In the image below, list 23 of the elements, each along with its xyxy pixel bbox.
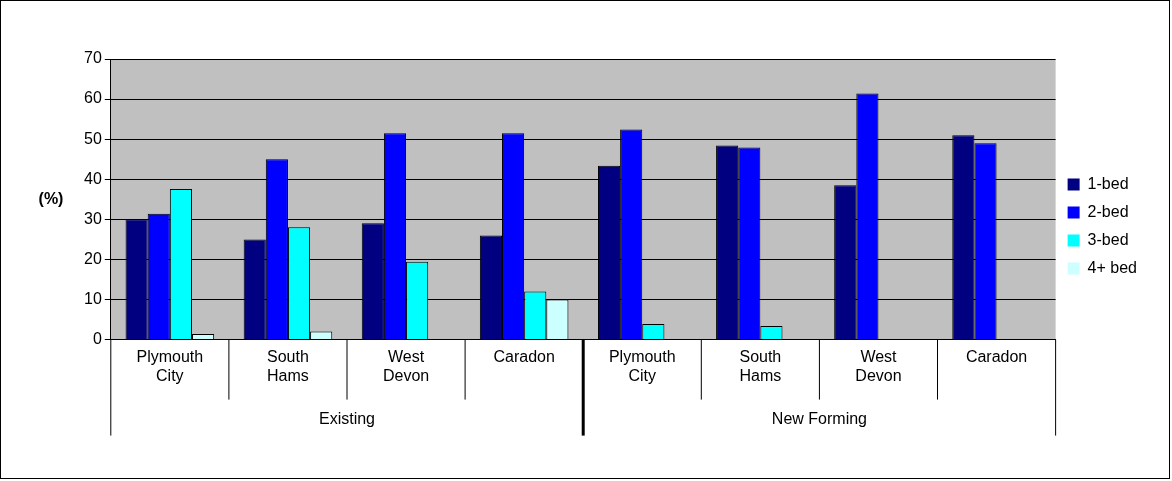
y-tick-label: 0 (92, 330, 102, 348)
y-tick-label: 40 (84, 169, 102, 187)
legend-label: 1-bed (1087, 174, 1129, 192)
y-axis-title: (%) (38, 189, 64, 207)
x-tick-label: West Devon (382, 347, 430, 384)
x-tick-label: West Devon (855, 347, 902, 384)
y-tick-label: 70 (84, 49, 102, 67)
y-tick-label: 60 (84, 89, 102, 107)
x-tick-label: Caradon (965, 347, 1028, 365)
x-tick-label: Plymouth City (136, 347, 204, 384)
y-tick-label: 50 (84, 129, 102, 147)
x-tick-label: Plymouth City (608, 347, 676, 384)
y-tick-label: 30 (84, 209, 102, 227)
y-tick-label: 10 (84, 289, 102, 307)
text: New Forming (771, 410, 867, 428)
legend-label: 4+ bed (1087, 258, 1138, 276)
legend-label: 3-bed (1087, 230, 1129, 248)
x-tick-label: South Hams (739, 347, 782, 384)
x-tick-label: South Hams (267, 347, 309, 384)
y-tick-label: 20 (84, 249, 102, 267)
text: Existing (318, 410, 376, 428)
x-tick-label: Caradon (493, 347, 555, 365)
legend-label: 2-bed (1087, 202, 1129, 220)
